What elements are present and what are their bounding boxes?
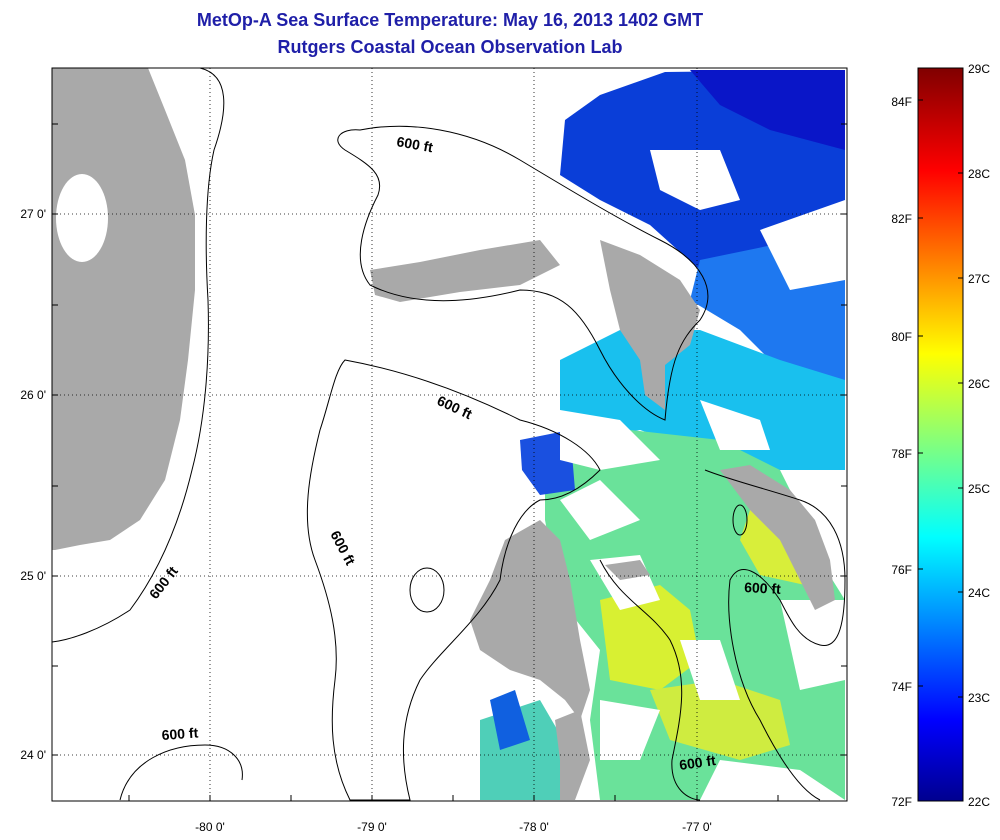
cloud-patch <box>780 600 845 690</box>
contour-tongue <box>599 559 701 801</box>
abaco-islands <box>600 240 700 410</box>
colorbar <box>917 67 964 802</box>
cloud-mask-layer <box>560 150 845 800</box>
cloud-patch <box>650 150 740 210</box>
sst-patch-yellow-lower <box>650 680 790 760</box>
colorbar-f-label: 84F <box>891 95 912 109</box>
contour-label: 600 ft <box>161 724 199 743</box>
graticule <box>52 68 847 801</box>
colorbar-c-label: 28C <box>968 167 990 181</box>
map-subtitle: Rutgers Coastal Ocean Observation Lab <box>277 37 623 57</box>
lat-label: 24 0' <box>20 748 46 762</box>
colorbar-c-label: 24C <box>968 586 990 600</box>
contour-tongue-seamount <box>409 567 445 613</box>
sst-patch-cyan-mid <box>560 330 845 470</box>
lon-label: -79 0' <box>357 820 387 834</box>
contour-great-bahama <box>306 359 601 801</box>
contour-exuma <box>704 469 846 801</box>
lake-okeechobee <box>56 174 108 262</box>
contour-label: 600 ft <box>395 133 434 155</box>
cloud-patch <box>560 480 640 540</box>
new-providence <box>605 560 650 580</box>
contour-label: 600 ft <box>678 752 717 773</box>
contour-label: 600 ft <box>146 563 181 602</box>
eleuthera-island <box>720 465 835 610</box>
grand-bahama <box>370 240 560 302</box>
cloud-patch <box>560 410 660 470</box>
contour-small-bank <box>732 504 748 536</box>
contour-little-bahama <box>337 125 709 421</box>
colorbar-f-label: 80F <box>891 330 912 344</box>
sst-patch-deep-blue <box>690 70 845 150</box>
florida-peninsula <box>52 68 195 550</box>
colorbar-c-label: 26C <box>968 377 990 391</box>
colorbar-f-label: 74F <box>891 680 912 694</box>
colorbar-f-label: 82F <box>891 212 912 226</box>
colorbar-c-label: 25C <box>968 482 990 496</box>
contour-label: 600 ft <box>327 528 358 568</box>
lat-label: 27 0' <box>20 207 46 221</box>
sst-patch-blue-southwest <box>490 690 530 750</box>
lon-label: -78 0' <box>519 820 549 834</box>
lat-label: 25 0' <box>20 569 46 583</box>
lon-label: -77 0' <box>682 820 712 834</box>
contour-south-florida <box>119 744 243 801</box>
contour-florida-shelf <box>52 68 225 643</box>
andros-island <box>470 520 590 720</box>
colorbar-c-label: 29C <box>968 62 990 76</box>
cloud-patch <box>700 760 845 800</box>
bathymetry-contours <box>52 68 846 801</box>
plot-frame <box>51 67 848 802</box>
contour-label: 600 ft <box>744 579 782 597</box>
sst-patch-yellow-south <box>600 585 700 690</box>
cloud-patch <box>600 700 660 760</box>
colorbar-f-label: 72F <box>891 795 912 809</box>
colorbar-c-label: 22C <box>968 795 990 809</box>
axis-ticks <box>52 123 847 801</box>
colorbar-c-label: 27C <box>968 272 990 286</box>
cloud-patch <box>700 400 770 450</box>
map-title: MetOp-A Sea Surface Temperature: May 16,… <box>196 10 704 30</box>
colorbar-c-label: 23C <box>968 691 990 705</box>
lat-label: 26 0' <box>20 388 46 402</box>
lon-label: -80 0' <box>195 820 225 834</box>
colorbar-f-label: 78F <box>891 447 912 461</box>
colorbar-ticks <box>918 99 963 698</box>
colorbar-f-label: 76F <box>891 563 912 577</box>
cloud-patch <box>680 640 740 700</box>
cloud-patch <box>760 200 845 290</box>
